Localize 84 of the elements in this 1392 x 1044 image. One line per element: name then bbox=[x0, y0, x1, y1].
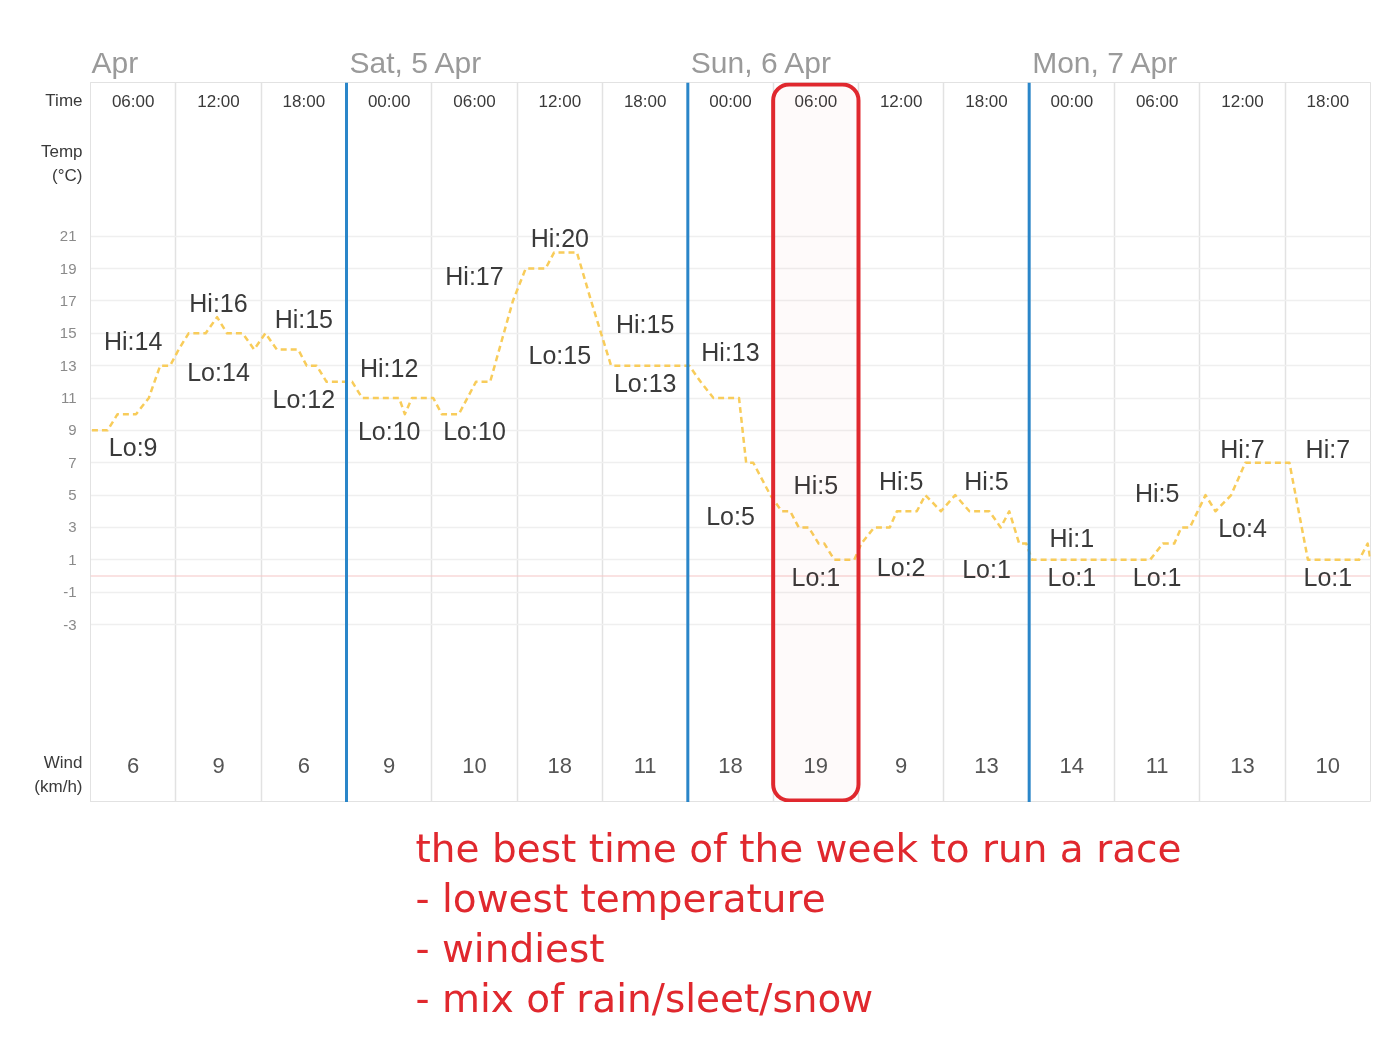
data-label: 10 bbox=[1315, 753, 1341, 778]
annotation: Hi:12 bbox=[359, 353, 419, 382]
annotation: Hi:7 bbox=[1305, 434, 1351, 463]
y-tick-label: 5 bbox=[68, 486, 77, 504]
x-tick-label: 18:00 bbox=[1306, 91, 1350, 111]
y-tick-label: -1 bbox=[63, 583, 77, 601]
data-label: 6 bbox=[127, 753, 140, 778]
annotation: Hi:7 bbox=[1220, 434, 1265, 463]
y-tick-label: 11 bbox=[60, 389, 77, 407]
y-tick-label: 21 bbox=[59, 227, 77, 245]
x-tick-label: 00:00 bbox=[367, 91, 411, 111]
data-label: 6 bbox=[297, 753, 310, 778]
annotation: Lo:4 bbox=[1218, 514, 1267, 543]
annotation: Lo:12 bbox=[272, 384, 336, 413]
text: - mix of rain/sleet/snow bbox=[415, 976, 874, 1021]
x-axis-title: Time bbox=[45, 91, 83, 110]
annotation: Lo:10 bbox=[357, 417, 421, 446]
annotation: Hi:14 bbox=[103, 326, 163, 355]
annotation: Lo:2 bbox=[876, 553, 926, 582]
data-label: 13 bbox=[974, 753, 999, 778]
annotation: Lo:1 bbox=[1047, 562, 1097, 591]
annotation: Hi:15 bbox=[274, 305, 334, 334]
text: Wind (km/h) bbox=[34, 753, 83, 796]
ref-line-label: Sun, 6 Apr bbox=[690, 46, 831, 79]
data-label: 9 bbox=[383, 753, 396, 778]
text: - lowest temperature bbox=[415, 876, 826, 921]
data-label: 13 bbox=[1230, 753, 1255, 778]
data-label: 11 bbox=[1145, 753, 1169, 778]
x-tick-label: 00:00 bbox=[1050, 91, 1094, 111]
x-tick-label: 18:00 bbox=[282, 91, 326, 111]
annotation: Lo:9 bbox=[108, 433, 158, 462]
data-label: 19 bbox=[803, 753, 829, 778]
annotation: Hi:5 bbox=[1134, 478, 1180, 507]
annotation: Lo:13 bbox=[613, 368, 677, 397]
text: - windiest bbox=[415, 926, 605, 971]
annotation: Lo:1 bbox=[962, 554, 1011, 583]
y-tick-label: 3 bbox=[68, 518, 77, 536]
y-tick-label: 17 bbox=[59, 291, 77, 309]
y-axis-title: Temp (°C) bbox=[40, 142, 83, 185]
x-tick-label: 18:00 bbox=[965, 91, 1008, 111]
x-tick-label: 12:00 bbox=[879, 91, 923, 111]
annotation: Hi:15 bbox=[615, 309, 675, 338]
annotation: Hi:5 bbox=[793, 471, 839, 500]
data-label: 9 bbox=[212, 753, 225, 778]
annotation: Lo:15 bbox=[528, 340, 592, 369]
x-tick-label: 06:00 bbox=[453, 91, 496, 111]
annotation: Lo:1 bbox=[1303, 562, 1353, 591]
x-tick-label: 06:00 bbox=[794, 91, 838, 111]
x-tick-label: 00:00 bbox=[709, 91, 752, 111]
y-tick-label: 13 bbox=[59, 356, 77, 374]
annotation: Lo:1 bbox=[791, 562, 841, 591]
data-label: 18 bbox=[547, 753, 573, 778]
annotation: Lo:1 bbox=[1132, 562, 1182, 591]
x-tick-label: 12:00 bbox=[1221, 91, 1264, 111]
x-tick-label: 18:00 bbox=[623, 91, 667, 111]
annotation: Hi:20 bbox=[530, 224, 590, 253]
annotation: Hi:1 bbox=[1049, 523, 1095, 552]
y-tick-label: 7 bbox=[68, 453, 77, 471]
annotation: Lo:5 bbox=[706, 502, 755, 531]
x-tick-label: 12:00 bbox=[538, 91, 582, 111]
data-label: 14 bbox=[1059, 753, 1085, 778]
y-tick-label: -3 bbox=[63, 615, 77, 633]
data-label: 9 bbox=[895, 753, 908, 778]
y-tick-label: 1 bbox=[68, 550, 77, 568]
x-tick-label: 06:00 bbox=[111, 91, 155, 111]
annotation: Hi:5 bbox=[878, 467, 924, 496]
annotation: Hi:5 bbox=[964, 467, 1009, 496]
annotation: Lo:14 bbox=[187, 357, 250, 386]
y-tick-label: 15 bbox=[59, 324, 77, 342]
text: the best time of the week to run a race bbox=[415, 826, 1182, 871]
annotation: Hi:16 bbox=[189, 289, 248, 318]
data-label: 18 bbox=[718, 753, 743, 778]
annotation: Hi:13 bbox=[701, 337, 760, 366]
ref-line-label: Sat, 5 Apr bbox=[349, 46, 482, 79]
annotation: Lo:10 bbox=[443, 417, 506, 446]
y-tick-label: 19 bbox=[59, 259, 77, 277]
x-tick-label: 06:00 bbox=[1135, 91, 1179, 111]
annotation: Hi:17 bbox=[445, 262, 504, 291]
ref-line-label: Mon, 7 Apr bbox=[1032, 46, 1178, 79]
text: Apr bbox=[91, 46, 139, 79]
data-label: 10 bbox=[462, 753, 487, 778]
data-label: 11 bbox=[633, 753, 657, 778]
x-tick-label: 12:00 bbox=[197, 91, 240, 111]
y-tick-label: 9 bbox=[68, 421, 77, 439]
